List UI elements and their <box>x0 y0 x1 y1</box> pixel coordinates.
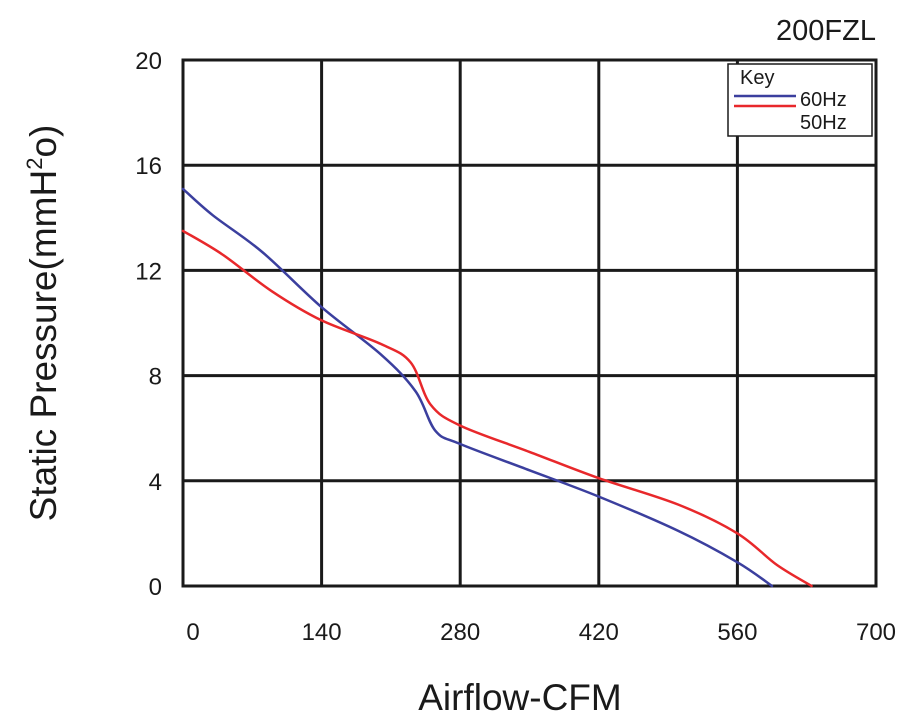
y-axis-label-sup: 2 <box>22 158 47 170</box>
y-axis-label-main: Static Pressure(mmH <box>23 170 64 522</box>
y-axis-label-tail: o) <box>23 125 64 158</box>
plot-frame <box>181 58 878 588</box>
y-tick-label: 12 <box>135 258 162 285</box>
y-axis-label: Static Pressure(mmH2o) <box>22 125 64 522</box>
y-tick-label: 8 <box>149 364 162 391</box>
legend-box <box>727 63 873 137</box>
legend-label-50hz: 50Hz <box>800 112 847 134</box>
y-tick-label: 20 <box>135 48 162 75</box>
chart-title: 200FZL <box>776 15 876 47</box>
legend-title: Key <box>740 67 774 89</box>
x-tick-label: 420 <box>579 619 619 646</box>
y-tick-label: 4 <box>149 469 162 496</box>
axis-ticks: 0 140 280 420 560 700 0 4 8 12 16 20 <box>135 48 896 646</box>
series-line-60hz <box>181 187 774 588</box>
legend: Key 60Hz 50Hz <box>727 63 873 137</box>
x-axis-label: Airflow-CFM <box>418 677 621 718</box>
x-tick-label: 700 <box>856 619 896 646</box>
grid-lines <box>183 60 876 586</box>
y-tick-label: 0 <box>149 574 162 601</box>
x-tick-label: 140 <box>302 619 342 646</box>
x-tick-label: 280 <box>440 619 480 646</box>
y-tick-label: 16 <box>135 153 162 180</box>
series-lines <box>181 187 813 588</box>
series-line-50hz <box>181 229 813 588</box>
x-tick-label: 0 <box>186 619 199 646</box>
legend-label-60hz: 60Hz <box>800 89 847 111</box>
x-tick-label: 560 <box>717 619 757 646</box>
